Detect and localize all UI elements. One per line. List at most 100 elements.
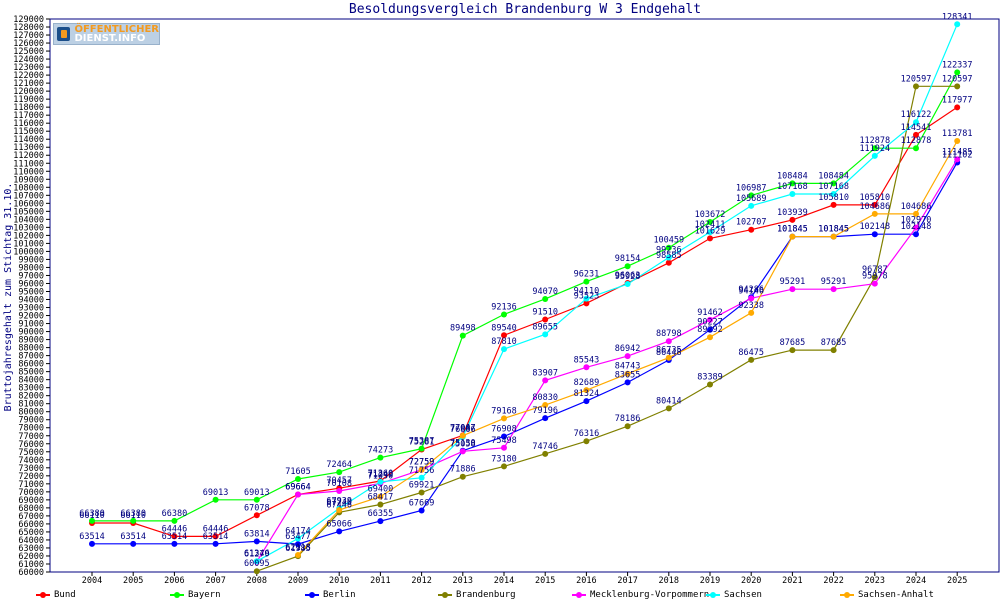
data-label-berlin: 111102 — [942, 150, 973, 160]
y-tick-label: 64000 — [18, 536, 44, 546]
legend-label: Brandenburg — [456, 590, 516, 600]
legend-item-mecklenburg-vorpommern: Mecklenburg-Vorpommern — [572, 590, 709, 600]
data-point-brandenburg — [501, 463, 507, 470]
y-tick-label: 114000 — [13, 135, 44, 145]
data-point-brandenburg — [913, 83, 919, 90]
legend-label: Sachsen — [724, 590, 762, 600]
x-tick-label: 2020 — [741, 576, 761, 586]
legend-swatch — [706, 592, 720, 598]
data-label-berlin: 83655 — [615, 370, 641, 380]
data-label-sachsen: 89655 — [532, 322, 558, 332]
legend-item-berlin: Berlin — [305, 590, 356, 600]
data-label-bayern: 122337 — [942, 60, 973, 70]
data-label-sachsen: 61346 — [244, 549, 270, 559]
data-label-brandenburg: 120597 — [901, 74, 932, 84]
x-tick-label: 2018 — [659, 576, 679, 586]
y-tick-label: 104000 — [13, 215, 44, 225]
y-tick-label: 111000 — [13, 159, 44, 169]
data-label-bund: 77047 — [450, 423, 476, 433]
data-label-bund: 98585 — [656, 251, 682, 261]
data-point-mecklenburg-vorpommern — [913, 224, 919, 231]
data-point-berlin — [212, 540, 219, 547]
x-tick-label: 2009 — [288, 576, 308, 586]
series-line-bayern — [92, 72, 958, 522]
series-line-mecklenburg-vorpommern — [256, 159, 958, 563]
data-label-bund: 64446 — [203, 524, 229, 534]
data-point-bayern — [501, 311, 507, 318]
data-point-sachsen — [624, 281, 631, 288]
series-line-sachsen — [256, 24, 958, 562]
x-tick-label: 2016 — [576, 576, 596, 586]
data-point-bund — [871, 201, 878, 208]
legend-label: Berlin — [323, 590, 356, 600]
data-label-sachsen-anhalt: 67740 — [326, 498, 352, 508]
data-point-sachsen-anhalt — [913, 210, 919, 217]
y-tick-label: 87000 — [18, 352, 44, 362]
y-tick-label: 91000 — [18, 320, 44, 330]
data-point-brandenburg — [871, 274, 878, 281]
data-label-brandenburg: 87685 — [821, 338, 847, 348]
data-label-sachsen-anhalt: 101845 — [777, 225, 808, 235]
data-point-berlin — [583, 398, 590, 405]
data-label-mecklenburg-vorpommern: 86942 — [615, 344, 641, 354]
x-tick-label: 2008 — [247, 576, 267, 586]
data-label-bund: 96063 — [615, 271, 641, 281]
data-point-sachsen-anhalt — [871, 210, 878, 217]
data-point-sachsen-anhalt — [295, 552, 301, 559]
y-tick-label: 117000 — [13, 111, 44, 121]
data-label-berlin: 65066 — [326, 519, 352, 529]
data-point-mecklenburg-vorpommern — [459, 448, 466, 455]
data-label-mecklenburg-vorpommern: 83907 — [532, 368, 558, 378]
y-tick-label: 76000 — [18, 440, 44, 450]
y-tick-label: 61000 — [18, 560, 44, 570]
y-tick-label: 126000 — [13, 39, 44, 49]
data-label-sachsen-anhalt: 104686 — [901, 202, 932, 212]
data-label-mecklenburg-vorpommern: 75058 — [450, 439, 476, 449]
data-label-bund: 70457 — [326, 476, 352, 486]
data-point-bayern — [253, 496, 260, 503]
data-point-bund — [501, 332, 507, 339]
data-label-sachsen-anhalt: 77007 — [450, 424, 476, 434]
data-label-berlin: 102148 — [859, 222, 890, 232]
data-label-bayern: 75387 — [409, 437, 435, 447]
y-tick-label: 90000 — [18, 328, 44, 338]
data-label-sachsen: 116122 — [901, 110, 932, 120]
data-label-bayern: 69013 — [244, 488, 270, 498]
data-point-bayern — [171, 517, 178, 524]
y-tick-label: 83000 — [18, 384, 44, 394]
data-point-sachsen — [954, 21, 961, 28]
data-point-sachsen-anhalt — [583, 387, 590, 394]
data-label-mecklenburg-vorpommern: 72759 — [409, 458, 435, 468]
data-point-sachsen-anhalt — [954, 137, 961, 144]
y-tick-label: 81000 — [18, 400, 44, 410]
data-point-mecklenburg-vorpommern — [789, 286, 796, 293]
data-label-berlin: 101845 — [818, 225, 849, 235]
data-point-brandenburg — [377, 501, 384, 508]
data-label-sachsen-anhalt: 89292 — [697, 325, 723, 335]
data-label-sachsen: 128341 — [942, 12, 973, 22]
legend-item-sachsen: Sachsen — [706, 590, 762, 600]
data-point-bund — [830, 201, 837, 208]
data-label-sachsen-anhalt: 84743 — [615, 362, 641, 372]
data-point-berlin — [336, 528, 343, 535]
data-point-berlin — [171, 540, 178, 547]
data-label-bund: 69664 — [285, 483, 311, 493]
y-tick-label: 69000 — [18, 496, 44, 506]
y-tick-label: 92000 — [18, 312, 44, 322]
data-label-bund: 102707 — [736, 218, 767, 228]
data-label-bayern: 72464 — [326, 460, 352, 470]
data-point-sachsen — [913, 119, 919, 126]
data-label-bund: 66110 — [120, 511, 146, 521]
site-logo: ÖFFENTLICHER DIENST.INFO — [53, 23, 160, 45]
y-tick-label: 88000 — [18, 344, 44, 354]
data-point-mecklenburg-vorpommern — [707, 316, 713, 323]
y-tick-label: 116000 — [13, 119, 44, 129]
logo-text-line1: ÖFFENTLICHER — [74, 24, 159, 35]
data-point-bund — [583, 300, 590, 307]
legend-swatch — [170, 592, 184, 598]
data-label-sachsen: 107168 — [818, 182, 849, 192]
y-tick-label: 107000 — [13, 191, 44, 201]
y-tick-label: 100000 — [13, 247, 44, 257]
data-point-bayern — [583, 278, 590, 285]
series-line-brandenburg — [256, 85, 958, 572]
